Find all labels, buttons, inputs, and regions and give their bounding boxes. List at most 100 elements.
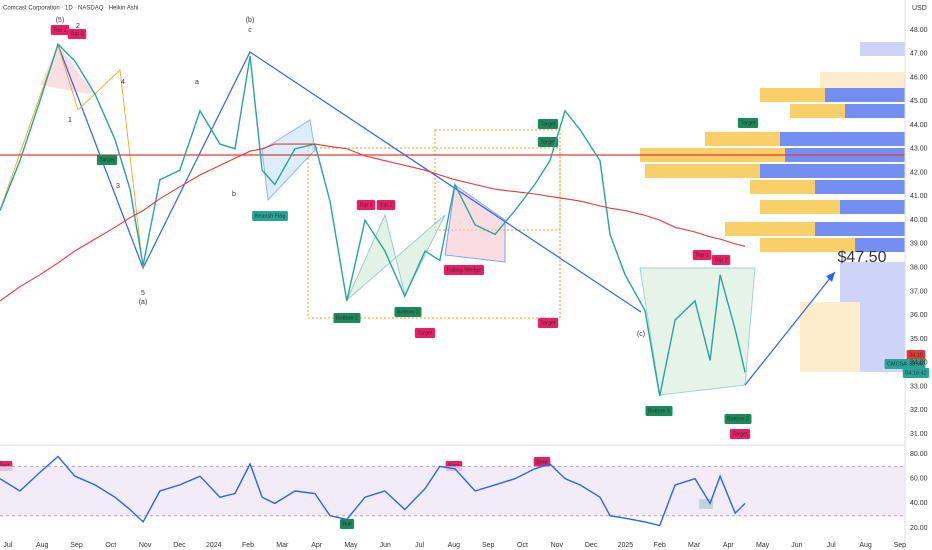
annotation: (a) xyxy=(139,299,148,306)
annotation: $47.50 xyxy=(838,249,887,266)
profile-bar xyxy=(840,262,905,302)
y-tick-label: 37.00 xyxy=(910,288,928,295)
annotation-box xyxy=(96,155,118,165)
annotation-box xyxy=(443,265,485,275)
x-tick-label: Mar xyxy=(276,542,289,549)
series-line xyxy=(0,143,746,302)
profile-bar xyxy=(855,238,905,252)
annotation-box xyxy=(376,200,396,210)
annotation-box xyxy=(537,137,559,147)
volume-profile xyxy=(640,42,905,372)
annotation: 1 xyxy=(68,117,72,124)
y-tick-label: 41.00 xyxy=(910,193,928,200)
annotation-box xyxy=(737,118,759,128)
annotation-box xyxy=(724,414,752,424)
annotation-box xyxy=(645,406,673,416)
annotation-box xyxy=(537,119,559,129)
y-tick-label: 48.00 xyxy=(910,27,928,34)
annotation: Bearish Flag xyxy=(255,213,286,219)
x-tick-label: Nov xyxy=(551,542,564,549)
pattern xyxy=(639,267,756,396)
x-tick-label: Dec xyxy=(585,542,598,549)
annotation-box xyxy=(906,350,926,360)
profile-bar xyxy=(840,200,905,214)
series-line xyxy=(0,455,746,527)
chart-title: Comcast Corporation · 1D · NASDAQ · Heik… xyxy=(3,6,138,12)
annotation: Top 1 xyxy=(53,27,66,33)
annotation: Target xyxy=(540,320,556,326)
x-tick-label: Jun xyxy=(791,542,802,549)
x-tick-label: May xyxy=(756,542,770,549)
y-tick-label: 45.00 xyxy=(910,98,928,105)
annotation: Top 2 xyxy=(70,31,83,37)
annotation: 04:16:42 xyxy=(905,370,926,376)
x-tick-label: Jun xyxy=(380,542,391,549)
annotation: Falling Wedge xyxy=(446,267,481,273)
annotation-box xyxy=(902,368,930,378)
profile-bar xyxy=(815,222,905,236)
currency: USD xyxy=(912,5,927,12)
annotation: Top 2 xyxy=(379,202,392,208)
annotation-box xyxy=(67,29,87,39)
profile-bar xyxy=(760,164,905,178)
y-tick-label: 32.00 xyxy=(910,407,928,414)
y-tick-label: 47.00 xyxy=(910,51,928,58)
annotation: (5) xyxy=(56,17,65,24)
annotation: Target xyxy=(732,431,748,437)
x-tick-label: Aug xyxy=(448,542,461,549)
annotation: Target xyxy=(417,330,433,336)
annotation-box xyxy=(537,318,559,328)
profile-bar xyxy=(845,104,905,118)
x-tick-label: Sep xyxy=(70,542,83,549)
x-tick-label: Mar xyxy=(688,542,701,549)
annotation-box xyxy=(729,429,751,439)
x-tick-label: Jul xyxy=(415,542,424,549)
annotation: (b) xyxy=(246,17,255,24)
x-tick-label: Oct xyxy=(517,542,528,549)
x-tick-label: Jul xyxy=(827,542,836,549)
annotation: 34.10 xyxy=(909,352,923,358)
annotation: 4 xyxy=(121,79,125,86)
annotation: Top 2 xyxy=(714,257,727,263)
y-tick-label: 33.00 xyxy=(910,383,928,390)
x-tick-label: Oct xyxy=(105,542,116,549)
y-tick-label: 34.00 xyxy=(910,360,928,367)
annotation: Top 1 xyxy=(695,252,708,258)
profile-bar xyxy=(820,72,905,88)
profile-bar xyxy=(860,42,905,56)
annotation: Target xyxy=(540,121,556,127)
target-box xyxy=(307,147,561,319)
x-tick-label: May xyxy=(344,542,358,549)
annotation: Bottom 2 xyxy=(397,309,419,315)
y-tick-label: 31.00 xyxy=(910,431,928,438)
annotation: Target xyxy=(99,157,115,163)
annotation: Target xyxy=(540,139,556,145)
x-tick-label: Jul xyxy=(3,542,12,549)
y-tick-label: 60.00 xyxy=(910,476,928,483)
annotation-box xyxy=(333,313,361,323)
y-tick-label: 40.00 xyxy=(910,500,928,507)
annotation-box xyxy=(339,519,355,529)
x-tick-label: Apr xyxy=(311,542,323,549)
annotation: Top 1 xyxy=(359,202,372,208)
annotation: Bottom 1 xyxy=(336,315,358,321)
annotation: Bull xyxy=(342,521,351,527)
profile-bar xyxy=(825,88,905,102)
annotation-box xyxy=(394,307,422,317)
annotation: c xyxy=(248,27,252,34)
annotation-box xyxy=(906,359,926,369)
x-tick-label: Sep xyxy=(482,542,495,549)
series-line xyxy=(0,42,746,397)
annotation-box xyxy=(692,250,712,260)
annotation-box xyxy=(884,359,910,369)
annotation-box xyxy=(414,328,436,338)
rsi-band xyxy=(0,466,905,516)
target-box xyxy=(434,129,561,231)
annotation: (c) xyxy=(637,331,645,338)
annotation: a xyxy=(195,79,199,86)
x-tick-label: Aug xyxy=(859,542,872,549)
annotation: Bear xyxy=(536,459,548,465)
y-tick-label: 40.00 xyxy=(910,217,928,224)
y-tick-label: 38.00 xyxy=(910,265,928,272)
